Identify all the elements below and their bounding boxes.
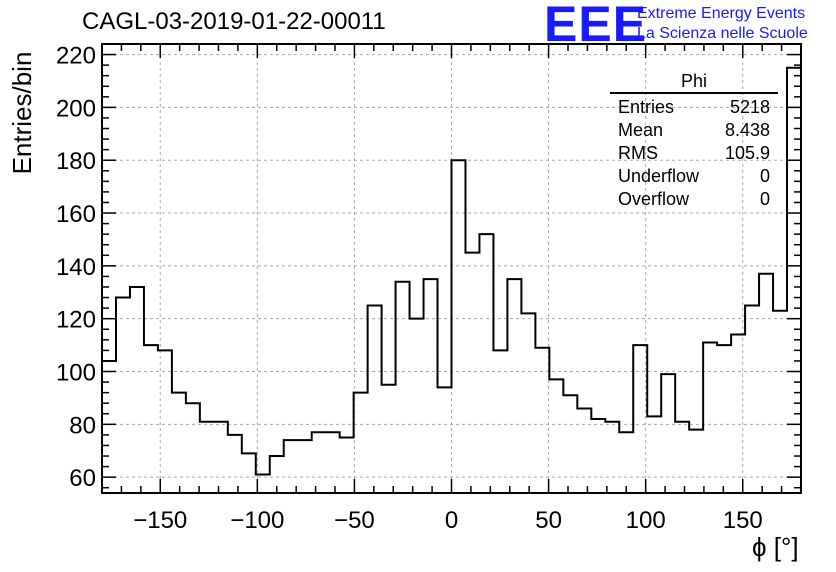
logo-mark: EEE xyxy=(544,0,648,52)
stats-box: Phi Entries 5218 Mean 8.438 RMS 105.9 Under… xyxy=(610,70,778,211)
y-tick-label: 180 xyxy=(56,148,96,175)
stats-row-rms: RMS 105.9 xyxy=(610,142,778,165)
histogram-line xyxy=(102,66,801,476)
stats-value: 0 xyxy=(759,166,770,186)
stats-value: 8.438 xyxy=(724,120,770,140)
y-tick-label: 140 xyxy=(56,254,96,281)
y-axis-label: Entries/bin xyxy=(7,51,37,175)
axis-ticks xyxy=(101,43,802,493)
stats-label: Underflow xyxy=(618,166,700,186)
stats-label: RMS xyxy=(618,143,658,163)
stats-label: Entries xyxy=(618,97,675,117)
y-tick-label: 220 xyxy=(56,43,96,70)
y-tick-label: 160 xyxy=(56,201,96,228)
chart-title: CAGL-03-2019-01-22-00011 xyxy=(82,8,386,35)
stats-value: 105.9 xyxy=(724,143,770,163)
axis-tick-labels: −150 −100 −50 0 50 100 150 60 80 100 120 140 160 180 2… xyxy=(56,43,763,534)
x-tick-label: −150 xyxy=(133,507,187,534)
x-tick-label: 100 xyxy=(626,507,666,534)
y-tick-label: 80 xyxy=(69,412,96,439)
x-tick-label: −100 xyxy=(230,507,284,534)
x-tick-label: 50 xyxy=(535,507,562,534)
logo-line-1: Extreme Energy Events xyxy=(637,5,806,22)
x-axis-label: ϕ [°] xyxy=(752,532,799,562)
x-tick-label: −50 xyxy=(334,507,375,534)
stats-label: Overflow xyxy=(618,189,690,209)
y-tick-label: 120 xyxy=(56,307,96,334)
y-tick-label: 200 xyxy=(56,95,96,122)
logo-line-2: La Scienza nelle Scuole xyxy=(637,25,808,42)
stats-row-entries: Entries 5218 xyxy=(610,96,778,119)
y-tick-label: 100 xyxy=(56,360,96,387)
stats-title: Phi xyxy=(610,70,778,94)
stats-label: Mean xyxy=(618,120,664,140)
x-tick-label: 150 xyxy=(723,507,763,534)
stats-row-underflow: Underflow 0 xyxy=(610,165,778,188)
stats-row-mean: Mean 8.438 xyxy=(610,119,778,142)
stats-value: 5218 xyxy=(729,97,770,117)
stats-row-overflow: Overflow 0 xyxy=(610,188,778,211)
stats-value: 0 xyxy=(759,189,770,209)
y-tick-label: 60 xyxy=(69,465,96,492)
x-tick-label: 0 xyxy=(445,507,458,534)
